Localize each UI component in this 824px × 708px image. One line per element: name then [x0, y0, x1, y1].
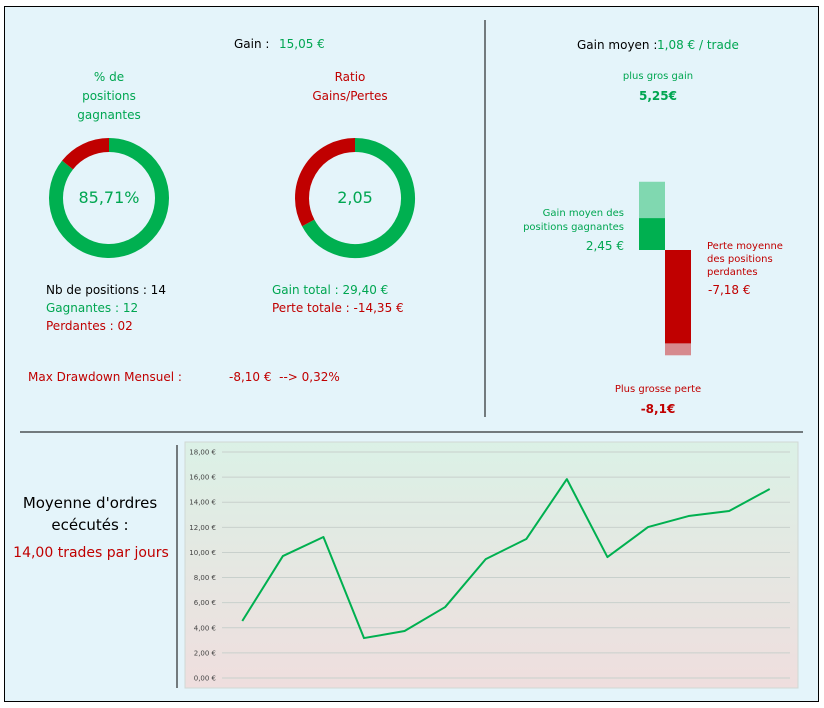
orders-label: Moyenne d'ordres ecécutés :: [22, 494, 158, 534]
y-tick-label: 10,00 €: [189, 549, 216, 557]
y-tick-label: 8,00 €: [194, 574, 216, 582]
stat: Gain total : 29,40 €: [272, 283, 389, 297]
orders-value: 14,00 trades par jours: [13, 545, 169, 561]
donut-segment: [295, 138, 356, 227]
donut-segment: [62, 138, 110, 170]
chart-title: Gains/Pertes: [312, 89, 388, 103]
stat: Gagnantes : 12: [46, 301, 139, 315]
bar: [639, 218, 665, 250]
y-tick-label: 14,00 €: [189, 499, 216, 507]
avg-gain-value: 1,08 € / trade: [657, 38, 739, 52]
chart-title: Ratio: [334, 70, 366, 84]
value-label: 5,25€: [639, 89, 677, 103]
value-label: -8,1€: [640, 402, 676, 416]
center-label: 85,71%: [78, 188, 140, 207]
value-label: 2,45 €: [585, 239, 624, 253]
stat: Nb de positions : 14: [46, 283, 166, 297]
value-label: -7,18 €: [708, 283, 751, 297]
gain-value: 15,05 €: [279, 37, 325, 51]
y-tick-label: 0,00 €: [194, 675, 216, 683]
chart-title: % de: [93, 70, 125, 84]
donut-segment: [49, 138, 169, 258]
y-tick-label: 4,00 €: [194, 624, 216, 632]
bar-label: Plus grosse perte: [614, 384, 702, 395]
y-tick-label: 12,00 €: [189, 524, 216, 532]
y-tick-label: 16,00 €: [189, 474, 216, 482]
line: [241, 478, 771, 640]
plot-area: [184, 441, 799, 689]
drawdown-label: Max Drawdown Mensuel :: [28, 370, 182, 384]
y-tick-label: 6,00 €: [194, 599, 216, 607]
chart-title: gagnantes: [77, 108, 141, 122]
bar-label: plus gros gain: [622, 71, 694, 82]
gain-label: Gain :: [234, 37, 270, 51]
bar: [665, 250, 691, 344]
donut-segment: [302, 138, 415, 258]
stat: Perte totale : -14,35 €: [272, 301, 404, 315]
bar-label: Perte moyenne des positions perdantes: [707, 241, 783, 278]
stat: Perdantes : 02: [46, 319, 133, 333]
center-label: 2,05: [337, 188, 373, 207]
y-tick-label: 18,00 €: [189, 449, 216, 457]
y-tick-label: 2,00 €: [194, 649, 216, 657]
avg-gain-label: Gain moyen :: [577, 38, 658, 52]
chart-title: positions: [82, 89, 136, 103]
bar-label: Gain moyen des positions gagnantes: [523, 208, 624, 233]
drawdown-value: -8,10 € --> 0,32%: [229, 370, 340, 384]
